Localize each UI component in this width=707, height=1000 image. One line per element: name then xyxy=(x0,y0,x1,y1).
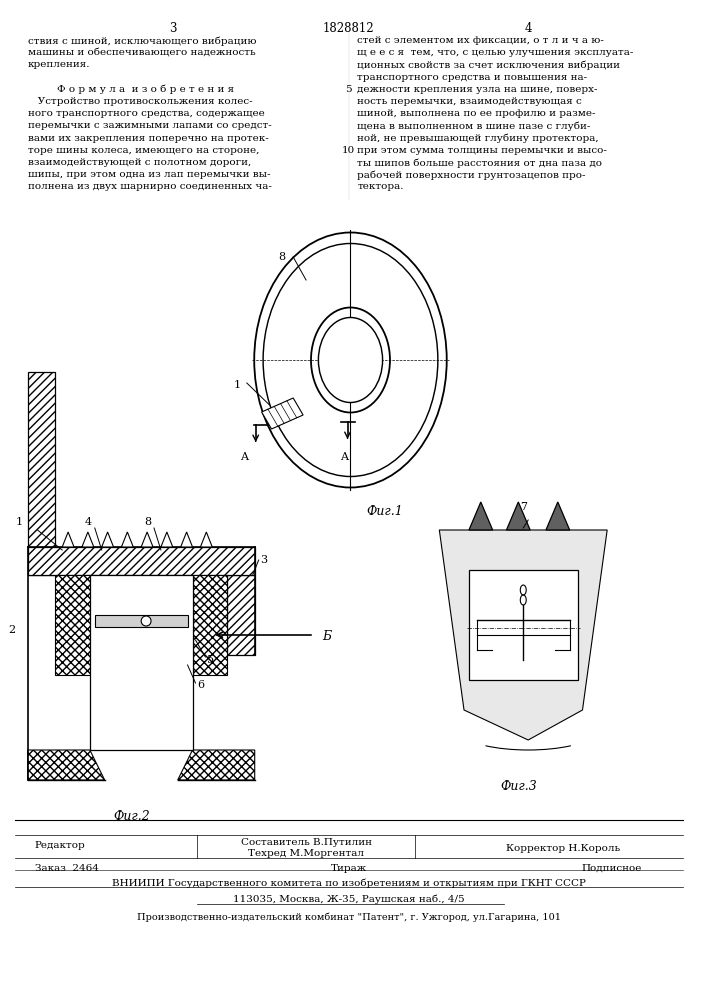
Text: ной, не превышающей глубину протектора,: ной, не превышающей глубину протектора, xyxy=(358,134,599,143)
Text: 4: 4 xyxy=(85,517,92,527)
Text: взаимодействующей с полотном дороги,: взаимодействующей с полотном дороги, xyxy=(28,158,251,167)
Text: 1: 1 xyxy=(16,517,23,527)
Text: вами их закрепления поперечно на протек-: вами их закрепления поперечно на протек- xyxy=(28,134,269,143)
Polygon shape xyxy=(181,532,192,547)
Text: при этом сумма толщины перемычки и высо-: при этом сумма толщины перемычки и высо- xyxy=(358,146,607,155)
Text: A: A xyxy=(341,452,349,462)
Polygon shape xyxy=(28,750,105,780)
Polygon shape xyxy=(177,750,255,780)
Text: транспортного средства и повышения на-: транспортного средства и повышения на- xyxy=(358,73,588,82)
Text: щена в выполненном в шине пазе с глуби-: щена в выполненном в шине пазе с глуби- xyxy=(358,121,591,131)
Text: стей с элементом их фиксации, о т л и ч а ю-: стей с элементом их фиксации, о т л и ч … xyxy=(358,36,604,45)
Text: Тираж: Тираж xyxy=(330,864,366,873)
Text: Устройство противоскольжения колес-: Устройство противоскольжения колес- xyxy=(28,97,252,106)
Text: тектора.: тектора. xyxy=(358,182,404,191)
Bar xyxy=(28,372,55,575)
Text: ты шипов больше расстояния от дна паза до: ты шипов больше расстояния от дна паза д… xyxy=(358,158,602,167)
Text: ность перемычки, взаимодействующая с: ность перемычки, взаимодействующая с xyxy=(358,97,582,106)
Text: 3: 3 xyxy=(259,555,267,565)
Text: Подписное: Подписное xyxy=(582,864,642,873)
Polygon shape xyxy=(546,502,570,530)
Polygon shape xyxy=(102,532,114,547)
Bar xyxy=(90,575,192,750)
Bar xyxy=(227,575,255,655)
Bar xyxy=(95,615,187,627)
Text: Фиг.3: Фиг.3 xyxy=(500,780,537,793)
Text: 113035, Москва, Ж-35, Раушская наб., 4/5: 113035, Москва, Ж-35, Раушская наб., 4/5 xyxy=(233,895,464,904)
Bar xyxy=(192,575,227,675)
Text: 10: 10 xyxy=(342,146,355,155)
Bar xyxy=(469,570,578,680)
Text: 6: 6 xyxy=(197,680,204,690)
Text: Составитель В.Путилин: Составитель В.Путилин xyxy=(240,838,372,847)
Text: 8: 8 xyxy=(279,252,286,262)
Text: ВНИИПИ Государственного комитета по изобретениям и открытиям при ГКНТ СССР: ВНИИПИ Государственного комитета по изоб… xyxy=(112,878,585,888)
Bar xyxy=(55,575,90,675)
Text: торе шины колеса, имеющего на стороне,: торе шины колеса, имеющего на стороне, xyxy=(28,146,259,155)
Text: 5: 5 xyxy=(207,655,214,665)
Polygon shape xyxy=(122,532,134,547)
Text: ционных свойств за счет исключения вибрации: ционных свойств за счет исключения вибра… xyxy=(358,60,620,70)
Polygon shape xyxy=(200,532,212,547)
Text: Производственно-издательский комбинат "Патент", г. Ужгород, ул.Гагарина, 101: Производственно-издательский комбинат "П… xyxy=(136,912,561,922)
Bar xyxy=(28,547,255,575)
Text: 7: 7 xyxy=(520,502,527,512)
Polygon shape xyxy=(82,532,94,547)
Text: полнена из двух шарнирно соединенных ча-: полнена из двух шарнирно соединенных ча- xyxy=(28,182,271,191)
Text: Б: Б xyxy=(322,630,331,643)
Ellipse shape xyxy=(311,308,390,412)
Text: 8: 8 xyxy=(144,517,151,527)
Ellipse shape xyxy=(318,318,382,402)
Polygon shape xyxy=(62,532,74,547)
Text: крепления.: крепления. xyxy=(28,60,90,69)
Text: 1: 1 xyxy=(234,380,241,390)
Text: 3: 3 xyxy=(169,22,177,35)
Polygon shape xyxy=(439,530,607,740)
Text: Ф о р м у л а  и з о б р е т е н и я: Ф о р м у л а и з о б р е т е н и я xyxy=(57,85,235,94)
Text: 2: 2 xyxy=(8,625,15,635)
Text: Корректор Н.Король: Корректор Н.Король xyxy=(506,844,620,853)
Polygon shape xyxy=(161,532,173,547)
Text: шипы, при этом одна из лап перемычки вы-: шипы, при этом одна из лап перемычки вы- xyxy=(28,170,270,179)
Text: шиной, выполнена по ее профилю и разме-: шиной, выполнена по ее профилю и разме- xyxy=(358,109,596,118)
Text: Заказ  2464: Заказ 2464 xyxy=(35,864,98,873)
Text: машины и обеспечивающего надежность: машины и обеспечивающего надежность xyxy=(28,48,255,57)
Circle shape xyxy=(141,616,151,626)
Polygon shape xyxy=(469,502,493,530)
Text: щ е е с я  тем, что, с целью улучшения эксплуата-: щ е е с я тем, что, с целью улучшения эк… xyxy=(358,48,633,57)
Polygon shape xyxy=(262,398,303,429)
Polygon shape xyxy=(141,532,153,547)
Text: A: A xyxy=(240,452,248,462)
Text: 1828812: 1828812 xyxy=(322,22,374,35)
Text: Редактор: Редактор xyxy=(35,841,86,850)
Text: дежности крепления узла на шине, поверх-: дежности крепления узла на шине, поверх- xyxy=(358,85,598,94)
Text: 4: 4 xyxy=(525,22,532,35)
Polygon shape xyxy=(506,502,530,530)
Text: перемычки с зажимными лапами со средст-: перемычки с зажимными лапами со средст- xyxy=(28,121,271,130)
Text: ного транспортного средства, содержащее: ного транспортного средства, содержащее xyxy=(28,109,264,118)
Text: 5: 5 xyxy=(345,85,352,94)
Text: Фиг.1: Фиг.1 xyxy=(367,505,404,518)
Text: ствия с шиной, исключающего вибрацию: ствия с шиной, исключающего вибрацию xyxy=(28,36,256,45)
Text: рабочей поверхности грунтозацепов про-: рабочей поверхности грунтозацепов про- xyxy=(358,170,586,180)
Text: Фиг.2: Фиг.2 xyxy=(113,810,150,823)
Text: Техред М.Моргентал: Техред М.Моргентал xyxy=(248,849,364,858)
